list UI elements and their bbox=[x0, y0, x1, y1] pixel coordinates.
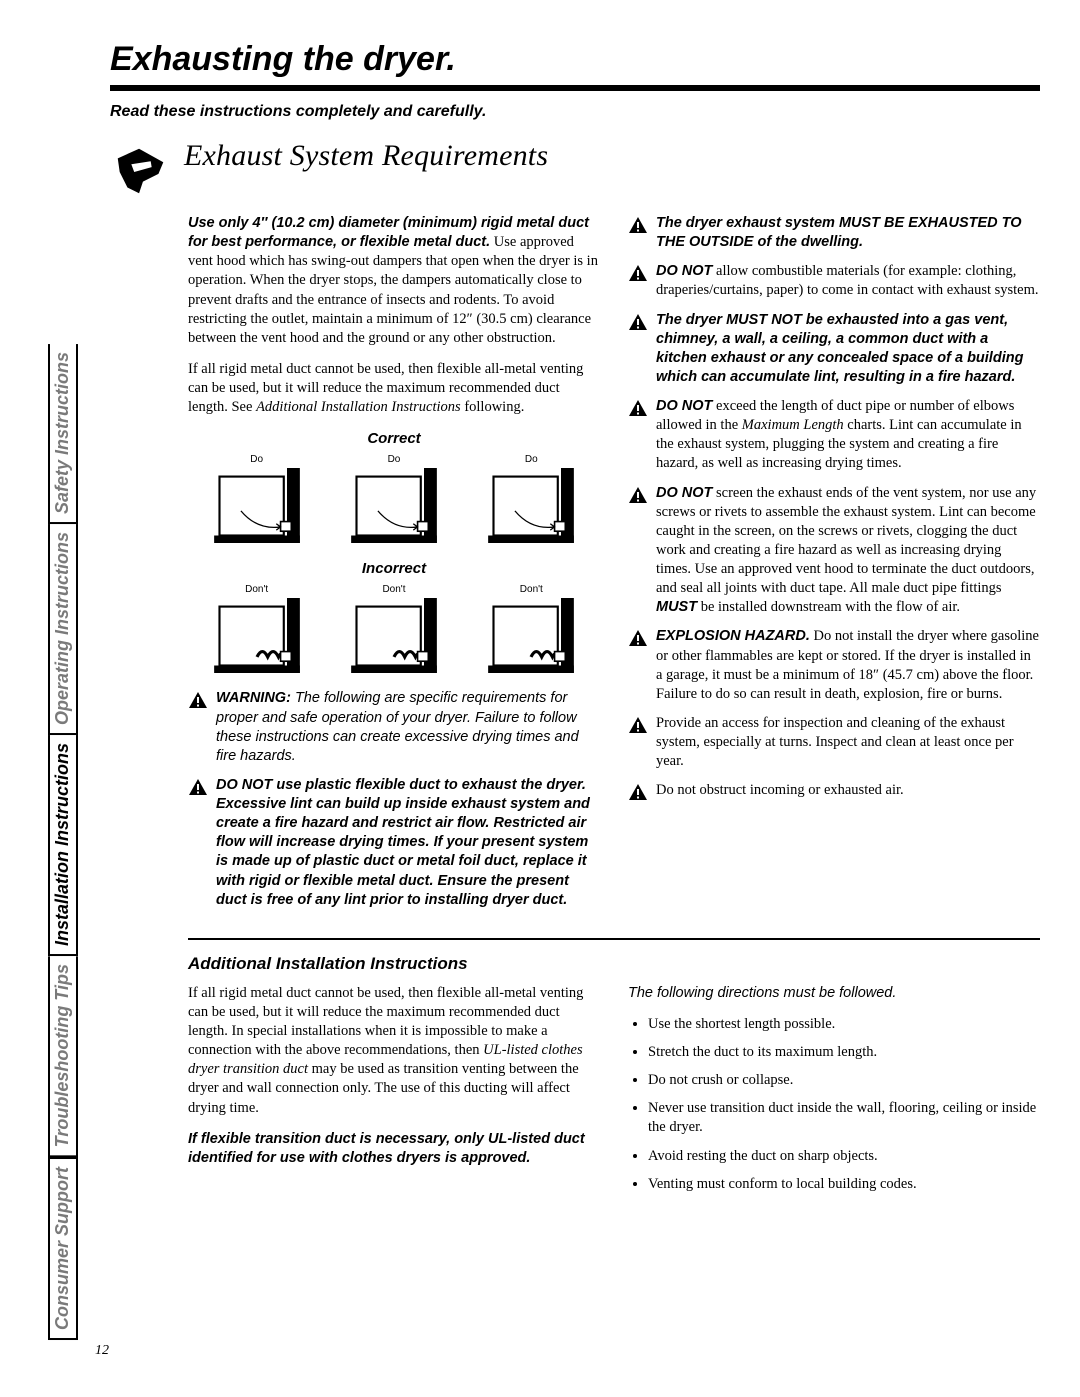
hand-pointer-icon bbox=[110, 139, 172, 206]
incorrect-fig-2: Don't bbox=[349, 583, 439, 679]
warning-icon bbox=[628, 399, 648, 423]
warning-exhaust-outside: The dryer exhaust system MUST BE EXHAUST… bbox=[628, 214, 1040, 252]
duct-spec-rest: Use approved vent hood which has swing-o… bbox=[188, 234, 598, 346]
section-divider bbox=[188, 938, 1040, 940]
correct-fig-2: Do bbox=[349, 453, 439, 549]
warning-icon bbox=[628, 716, 648, 740]
section-header-row: Exhaust System Requirements bbox=[110, 139, 1040, 206]
additional-heading: Additional Installation Instructions bbox=[188, 954, 1040, 974]
dir-item: Stretch the duct to its maximum length. bbox=[648, 1043, 1040, 1062]
incorrect-label: Incorrect bbox=[188, 559, 600, 579]
warning-icon bbox=[188, 691, 208, 715]
requirements-columns: Use only 4″ (10.2 cm) diameter (minimum)… bbox=[188, 214, 1040, 920]
page-title: Exhausting the dryer. bbox=[110, 40, 1040, 91]
warning-explosion: EXPLOSION HAZARD. Do not install the dry… bbox=[628, 627, 1040, 704]
additional-columns: If all rigid metal duct cannot be used, … bbox=[188, 984, 1040, 1203]
side-tab-nav: Consumer Support Troubleshooting Tips In… bbox=[48, 60, 78, 1340]
left-column: Use only 4″ (10.2 cm) diameter (minimum)… bbox=[188, 214, 600, 920]
warning-requirements: WARNING: The following are specific requ… bbox=[188, 689, 600, 766]
incorrect-fig-1: Don't bbox=[212, 583, 302, 679]
directions-list: Use the shortest length possible. Stretc… bbox=[628, 1015, 1040, 1194]
dir-item: Use the shortest length possible. bbox=[648, 1015, 1040, 1034]
warning-plastic-duct: DO NOT use plastic flexible duct to exha… bbox=[188, 776, 600, 910]
warning-access: Provide an access for inspection and cle… bbox=[628, 714, 1040, 771]
warning-obstruct: Do not obstruct incoming or exhausted ai… bbox=[628, 781, 1040, 807]
warning-icon bbox=[188, 778, 208, 802]
warning-icon bbox=[628, 264, 648, 288]
tab-troubleshooting: Troubleshooting Tips bbox=[48, 956, 78, 1157]
correct-label: Correct bbox=[188, 429, 600, 449]
page-content: Exhausting the dryer. Read these instruc… bbox=[110, 40, 1040, 1203]
warning-gas-vent: The dryer MUST NOT be exhausted into a g… bbox=[628, 311, 1040, 388]
dir-item: Avoid resting the duct on sharp objects. bbox=[648, 1147, 1040, 1166]
tab-operating: Operating Instructions bbox=[48, 524, 78, 735]
correct-fig-1: Do bbox=[212, 453, 302, 549]
dir-item: Venting must conform to local building c… bbox=[648, 1175, 1040, 1194]
warning-icon bbox=[628, 486, 648, 510]
warning-icon bbox=[628, 313, 648, 337]
addl-ul-listed: If flexible transition duct is necessary… bbox=[188, 1130, 600, 1168]
addl-right: The following directions must be followe… bbox=[628, 984, 1040, 1203]
warning-duct-length: DO NOT exceed the length of duct pipe or… bbox=[628, 397, 1040, 474]
incorrect-figures: Don't Don't Don't bbox=[188, 583, 600, 679]
tab-installation: Installation Instructions bbox=[48, 735, 78, 956]
right-column: The dryer exhaust system MUST BE EXHAUST… bbox=[628, 214, 1040, 920]
tab-safety: Safety Instructions bbox=[48, 344, 78, 524]
directions-intro: The following directions must be followe… bbox=[628, 984, 1040, 1003]
warning-combustible: DO NOT allow combustible materials (for … bbox=[628, 262, 1040, 300]
warning-icon bbox=[628, 216, 648, 240]
dir-item: Do not crush or collapse. bbox=[648, 1071, 1040, 1090]
correct-figures: Do Do Do bbox=[188, 453, 600, 549]
addl-transition-para: If all rigid metal duct cannot be used, … bbox=[188, 984, 600, 1118]
correct-fig-3: Do bbox=[486, 453, 576, 549]
section-heading: Exhaust System Requirements bbox=[184, 139, 548, 173]
dir-item: Never use transition duct inside the wal… bbox=[648, 1099, 1040, 1137]
warning-icon bbox=[628, 629, 648, 653]
page-subhead: Read these instructions completely and c… bbox=[110, 103, 1040, 121]
flexible-duct-para: If all rigid metal duct cannot be used, … bbox=[188, 360, 600, 417]
tab-consumer-support: Consumer Support bbox=[48, 1157, 78, 1340]
incorrect-fig-3: Don't bbox=[486, 583, 576, 679]
warning-screen: DO NOT screen the exhaust ends of the ve… bbox=[628, 484, 1040, 618]
duct-spec-para: Use only 4″ (10.2 cm) diameter (minimum)… bbox=[188, 214, 600, 348]
page-number: 12 bbox=[95, 1343, 109, 1359]
warning-icon bbox=[628, 783, 648, 807]
addl-left: If all rigid metal duct cannot be used, … bbox=[188, 984, 600, 1203]
